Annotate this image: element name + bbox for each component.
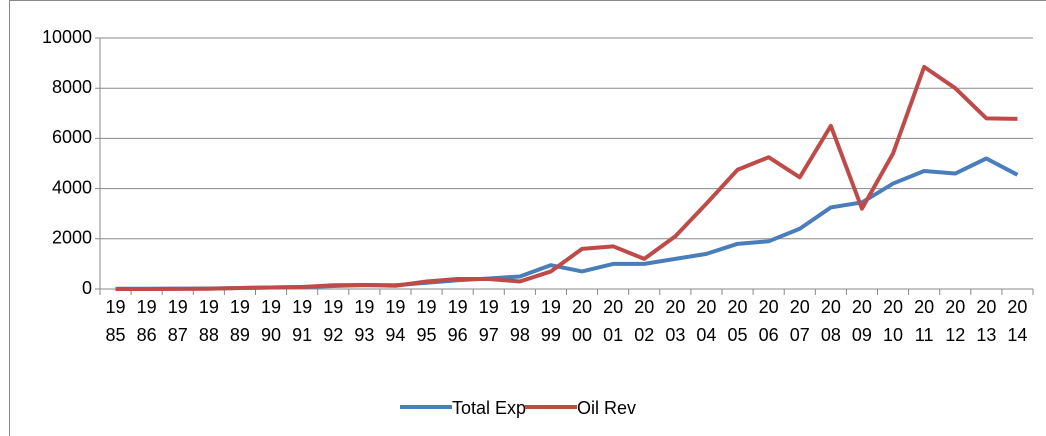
x-tick-label: 2001	[603, 297, 624, 345]
x-tick-label: 2009	[851, 297, 872, 345]
x-tick-label: 1998	[509, 297, 530, 345]
x-tick-label: 1991	[292, 297, 313, 345]
y-tick-label: 6000	[52, 127, 92, 147]
x-tick-label: 2013	[976, 297, 997, 345]
x-tick-label: 2004	[696, 297, 717, 345]
series-line	[115, 64, 1018, 291]
y-tick-label: 2000	[52, 228, 92, 248]
x-tick-label: 2010	[883, 297, 904, 345]
x-tick-label: 1996	[447, 297, 468, 345]
x-tick-label: 2002	[634, 297, 655, 345]
x-tick-label: 1986	[136, 297, 157, 345]
x-tick-label: 1999	[540, 297, 561, 345]
x-tick-label: 1992	[323, 297, 344, 345]
x-tick-label: 2012	[945, 297, 966, 345]
x-tick-label: 1994	[385, 297, 406, 345]
x-tick-label: 1988	[198, 297, 219, 345]
legend-label: Total Exp	[452, 398, 526, 418]
x-tick-label: 2007	[789, 297, 810, 345]
x-tick-label: 1995	[416, 297, 437, 345]
x-tick-label: 1989	[229, 297, 250, 345]
x-tick-label: 2005	[727, 297, 748, 345]
y-tick-label: 4000	[52, 177, 92, 197]
x-tick-label: 2000	[572, 297, 593, 345]
x-tick-label: 2014	[1007, 297, 1028, 345]
x-tick-label: 1997	[478, 297, 499, 345]
y-tick-label: 8000	[52, 77, 92, 97]
y-tick-label: 10000	[42, 27, 92, 47]
x-tick-label: 2003	[665, 297, 686, 345]
x-tick-label: 2006	[758, 297, 779, 345]
x-tick-label: 1990	[261, 297, 282, 345]
series-line	[115, 156, 1019, 291]
y-tick-label: 0	[82, 278, 92, 298]
legend-label: Oil Rev	[577, 398, 636, 418]
x-tick-label: 1987	[167, 297, 188, 345]
x-tick-label: 1985	[105, 297, 126, 345]
chart-border	[9, 0, 1046, 436]
x-tick-label: 2008	[820, 297, 841, 345]
x-tick-label: 1993	[354, 297, 375, 345]
x-tick-label: 2011	[914, 297, 935, 345]
